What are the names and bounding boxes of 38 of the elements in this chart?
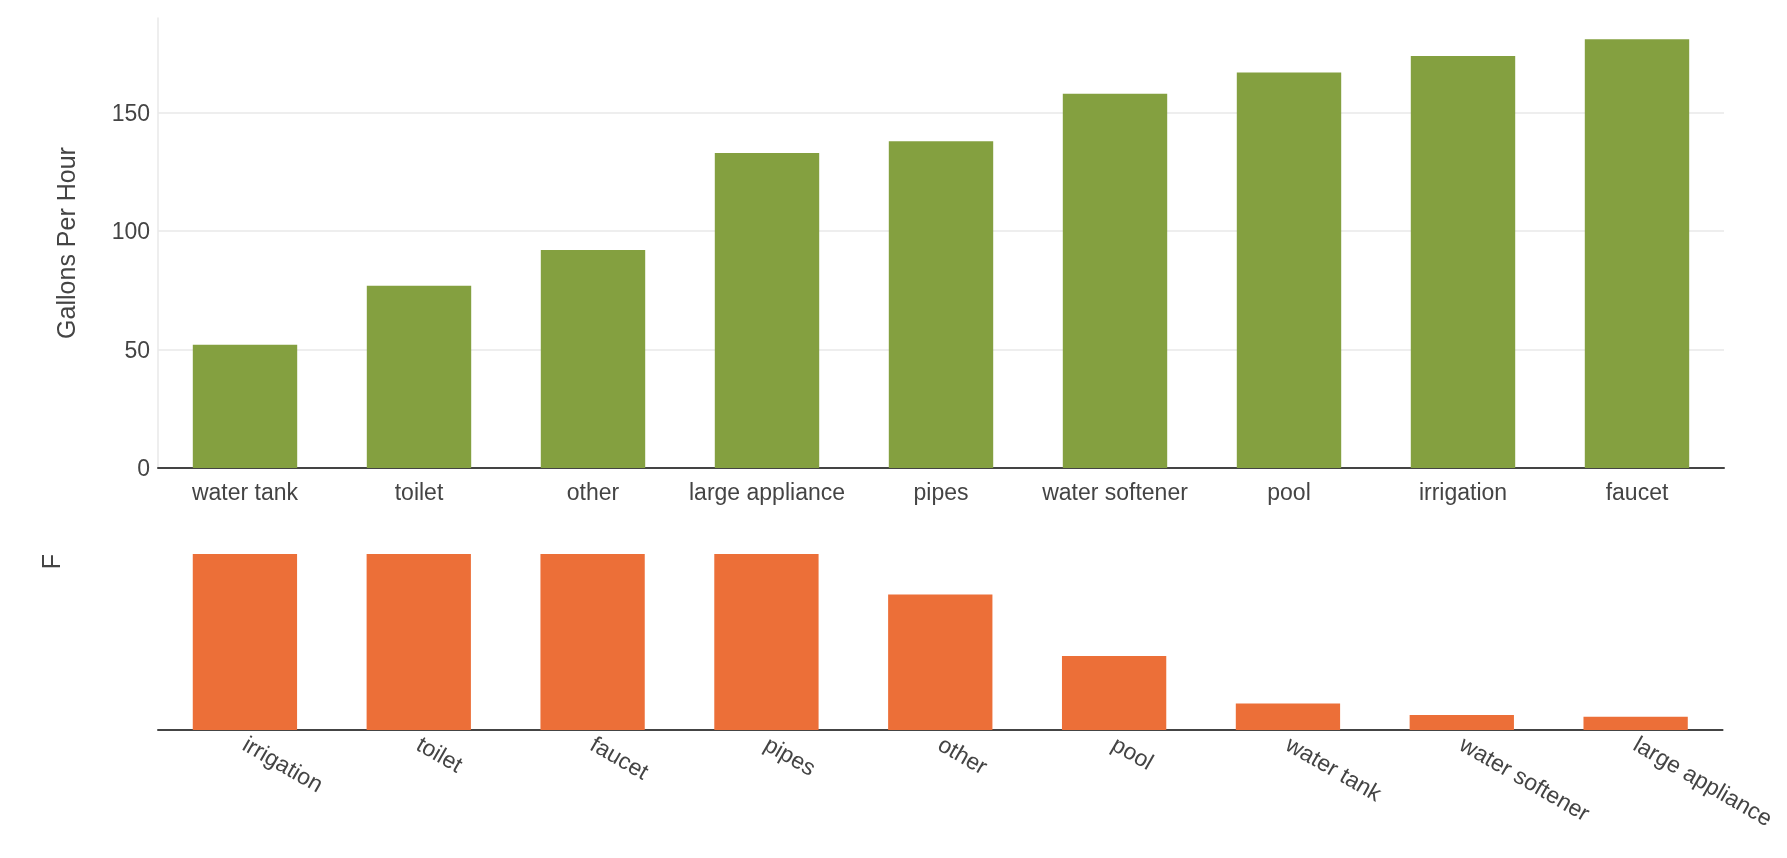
y-tick-label: 100	[111, 218, 150, 245]
bar	[1062, 93, 1168, 468]
y-axis-title: Gallons Per Hour	[51, 147, 80, 339]
x-tick-label: pool	[1267, 478, 1311, 505]
bar	[1583, 716, 1688, 730]
x-tick-label: water tank	[190, 478, 299, 505]
bar	[1584, 39, 1690, 468]
x-tick-label: faucet	[1605, 478, 1669, 505]
y-tick-label: 150	[111, 99, 150, 126]
x-tick-label: water softener	[1041, 478, 1189, 505]
bar	[714, 153, 820, 468]
bar	[1410, 55, 1516, 468]
bar	[1061, 656, 1167, 730]
bar	[540, 250, 646, 468]
bar	[540, 554, 645, 730]
x-tick-label: water tank	[1280, 730, 1387, 807]
bar	[714, 554, 819, 730]
bar	[888, 594, 993, 730]
bar	[888, 141, 994, 468]
bar	[192, 344, 298, 468]
x-tick-label: toilet	[394, 478, 444, 505]
x-tick-label: other	[933, 730, 993, 780]
x-tick-label: toilet	[412, 730, 468, 778]
bar	[1235, 703, 1341, 730]
bar	[366, 285, 472, 468]
bar	[366, 554, 471, 730]
x-tick-label: large appliance	[688, 478, 846, 505]
y-tick-label: 50	[124, 336, 150, 363]
x-tick-label: pipes	[913, 478, 969, 505]
x-tick-label: other	[566, 478, 620, 505]
y-tick-label: 0	[137, 455, 150, 481]
y-axis-title: F	[36, 553, 65, 570]
bar	[1409, 715, 1514, 730]
x-tick-label: pool	[1107, 730, 1159, 775]
bar	[1236, 72, 1342, 468]
x-tick-label: pipes	[759, 730, 821, 781]
x-tick-label: irrigation	[1418, 478, 1508, 505]
bar	[192, 554, 298, 730]
